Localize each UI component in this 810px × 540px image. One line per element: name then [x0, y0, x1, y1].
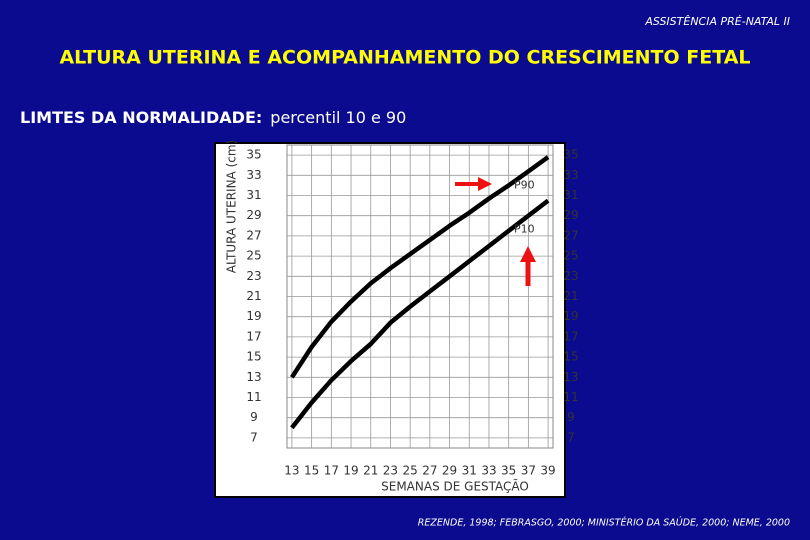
y-tick-label: 11	[246, 390, 261, 404]
x-tick-label: 25	[403, 464, 418, 478]
x-tick-label: 37	[521, 464, 536, 478]
y-tick-label-right: 11	[563, 390, 578, 404]
y-tick-label-right: 17	[563, 329, 578, 343]
y-tick-label-right: 25	[563, 249, 578, 263]
header: ASSISTÊNCIA PRÉ-NATAL II	[644, 15, 790, 28]
x-axis-label: SEMANAS DE GESTAÇÃO	[381, 479, 529, 494]
y-tick-label-right: 29	[563, 208, 578, 222]
title: ALTURA UTERINA E ACOMPANHAMENTO DO CRESC…	[59, 47, 750, 69]
y-tick-label-right: 9	[567, 410, 575, 424]
y-tick-label: 19	[246, 309, 261, 323]
y-tick-label: 31	[246, 188, 261, 202]
series-label: P10	[514, 223, 535, 236]
y-tick-label: 29	[246, 208, 261, 222]
y-tick-label: 13	[246, 370, 261, 384]
y-tick-label: 9	[250, 410, 258, 424]
x-tick-label: 23	[383, 464, 398, 478]
y-tick-label-right: 13	[563, 370, 578, 384]
y-tick-label: 27	[246, 228, 261, 242]
arrow-head	[478, 177, 492, 191]
y-tick-label: 15	[246, 350, 261, 364]
x-tick-label: 31	[462, 464, 477, 478]
y-tick-label-right: 15	[563, 350, 578, 364]
y-tick-label-right: 19	[563, 309, 578, 323]
subtitle: LIMTES DA NORMALIDADE: percentil 10 e 90	[20, 108, 406, 127]
series-line	[290, 198, 550, 430]
y-tick-label-right: 33	[563, 168, 578, 182]
series-line	[290, 155, 550, 379]
x-tick-label: 35	[501, 464, 516, 478]
y-tick-label-right: 31	[563, 188, 578, 202]
arrows	[455, 177, 536, 286]
y-tick-label: 23	[246, 269, 261, 283]
y-tick-label: 21	[246, 289, 261, 303]
arrow-head	[520, 246, 536, 262]
x-tick-label: 33	[481, 464, 496, 478]
y-tick-label-right: 21	[563, 289, 578, 303]
x-tick-label: 13	[284, 464, 299, 478]
subtitle-text: percentil 10 e 90	[270, 108, 406, 127]
x-tick-label: 39	[540, 464, 555, 478]
subtitle-label: LIMTES DA NORMALIDADE:	[20, 108, 262, 127]
x-tick-label: 15	[304, 464, 319, 478]
citation: REZENDE, 1998; FEBRASGO, 2000; MINISTÉRI…	[418, 517, 790, 529]
y-tick-label: 17	[246, 329, 261, 343]
y-tick-label: 7	[250, 430, 258, 444]
y-tick-label-right: 35	[563, 148, 578, 162]
y-tick-label: 25	[246, 249, 261, 263]
y-tick-label-right: 23	[563, 269, 578, 283]
x-tick-label: 29	[442, 464, 457, 478]
plot: 7 7 9 9 11 11 13 13 15 15 17 17 19 19 21 21 23 23 25 25 27 27…	[225, 140, 579, 494]
x-tick-label: 17	[324, 464, 339, 478]
y-tick-label: 33	[246, 168, 261, 182]
y-axis-label: ALTURA UTERINA (cm)	[225, 140, 239, 273]
chart-panel	[214, 142, 566, 498]
y-tick-label: 35	[246, 148, 261, 162]
x-tick-label: 21	[363, 464, 378, 478]
x-tick-label: 19	[343, 464, 358, 478]
y-tick-label-right: 7	[567, 430, 575, 444]
series-label: P90	[514, 178, 535, 191]
y-tick-label-right: 27	[563, 228, 578, 242]
x-tick-label: 27	[422, 464, 437, 478]
